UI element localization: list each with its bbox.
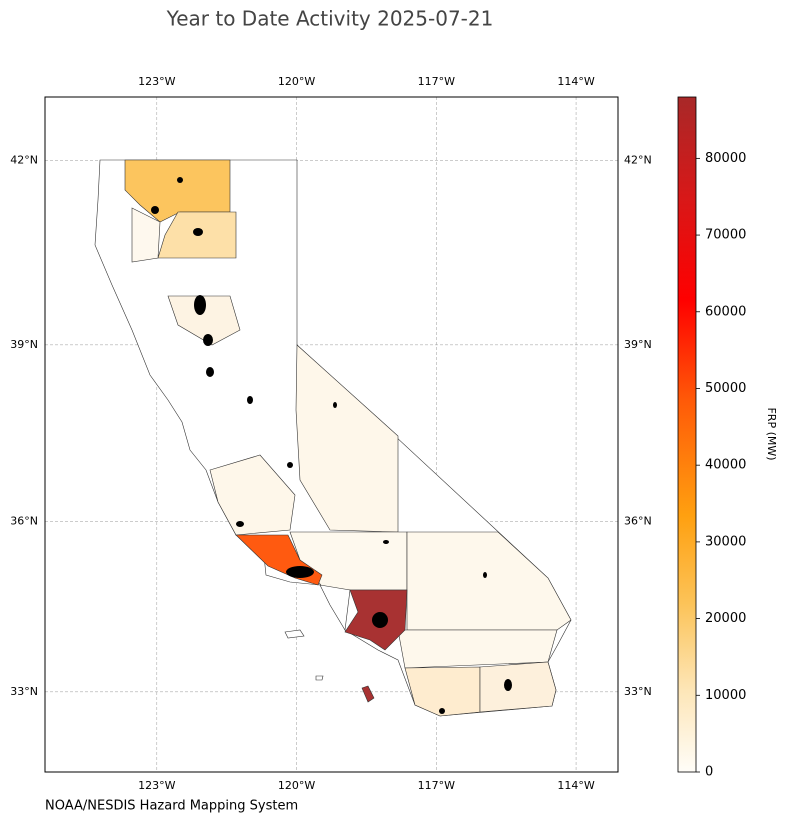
x-tick-label: 123°W <box>138 779 175 792</box>
x-tick-label: 120°W <box>278 779 315 792</box>
california <box>94 159 572 717</box>
county <box>167 295 241 346</box>
y-tick-label: 36°N <box>10 515 38 528</box>
colorbar-ticks: 0 10000 20000 30000 40000 50000 60000 70000 8000… <box>696 151 746 780</box>
colorbar-tick-label: 40000 <box>705 458 746 473</box>
colorbar-tick-label: 50000 <box>705 381 746 396</box>
colorbar-tick-label: 20000 <box>705 611 746 626</box>
island <box>361 685 375 703</box>
y-tick-label: 39°N <box>624 338 652 351</box>
x-tick-label: 120°W <box>278 75 315 88</box>
county <box>397 629 558 669</box>
colorbar-label: FRP (MW) <box>765 407 778 460</box>
county <box>131 207 161 263</box>
y-tick-label: 33°N <box>624 685 652 698</box>
county <box>124 159 231 223</box>
colorbar <box>677 96 697 773</box>
colorbar-tick-label: 10000 <box>705 688 746 703</box>
island <box>315 675 324 681</box>
county <box>406 531 572 631</box>
county <box>295 344 399 533</box>
island <box>284 629 305 639</box>
colorbar-tick-label: 80000 <box>705 151 746 166</box>
y-tick-label: 39°N <box>10 338 38 351</box>
map-ticks: 123°W 123°W 120°W 120°W 117°W 117°W 114°W 114°W… <box>10 75 651 792</box>
x-tick-label: 117°W <box>418 779 455 792</box>
county <box>404 666 481 717</box>
map-frame <box>44 96 619 773</box>
x-tick-label: 117°W <box>418 75 455 88</box>
x-tick-label: 114°W <box>557 779 594 792</box>
y-tick-label: 36°N <box>624 515 652 528</box>
y-tick-label: 33°N <box>10 685 38 698</box>
colorbar-tick-label: 70000 <box>705 228 746 243</box>
county <box>319 584 351 631</box>
y-tick-label: 42°N <box>624 153 652 166</box>
colorbar-tick-label: 0 <box>705 765 713 780</box>
fire-detections <box>151 177 512 714</box>
x-tick-label: 123°W <box>138 75 175 88</box>
colorbar-tick-label: 30000 <box>705 534 746 549</box>
title: Year to Date Activity 2025-07-21 <box>166 7 494 31</box>
colorbar-tick-label: 60000 <box>705 304 746 319</box>
y-tick-label: 42°N <box>10 153 38 166</box>
county <box>209 454 296 536</box>
footer: NOAA/NESDIS Hazard Mapping System <box>45 799 298 814</box>
x-tick-label: 114°W <box>557 75 594 88</box>
county <box>479 661 557 713</box>
